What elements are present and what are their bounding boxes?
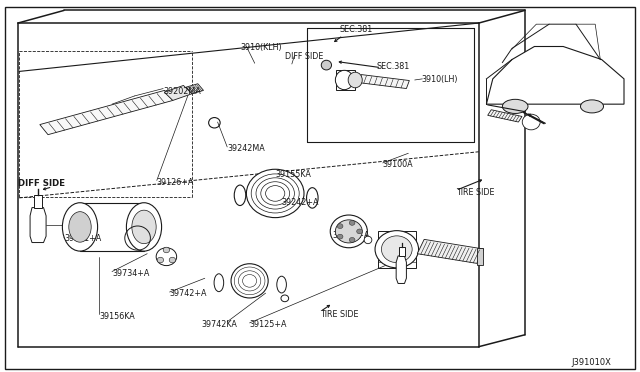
Text: TIRE SIDE: TIRE SIDE bbox=[320, 310, 358, 319]
Ellipse shape bbox=[231, 264, 268, 298]
Ellipse shape bbox=[349, 221, 355, 225]
Text: 39126+A: 39126+A bbox=[157, 178, 194, 187]
Ellipse shape bbox=[375, 231, 419, 268]
Text: J391010X: J391010X bbox=[572, 358, 611, 367]
Polygon shape bbox=[164, 86, 192, 100]
Text: SEC.381: SEC.381 bbox=[376, 62, 410, 71]
Ellipse shape bbox=[337, 224, 343, 228]
Text: 39161+A: 39161+A bbox=[64, 234, 101, 243]
Polygon shape bbox=[378, 231, 416, 268]
Text: DIFF SIDE: DIFF SIDE bbox=[18, 179, 65, 187]
Polygon shape bbox=[40, 90, 173, 135]
Ellipse shape bbox=[69, 212, 92, 242]
Ellipse shape bbox=[156, 248, 177, 266]
Text: 39242+A: 39242+A bbox=[282, 198, 319, 207]
Ellipse shape bbox=[330, 215, 367, 248]
Polygon shape bbox=[30, 208, 46, 243]
Ellipse shape bbox=[335, 220, 362, 243]
Polygon shape bbox=[358, 74, 410, 89]
Text: 39125+A: 39125+A bbox=[250, 320, 287, 329]
Text: 39156KA: 39156KA bbox=[99, 312, 135, 321]
Polygon shape bbox=[488, 110, 522, 122]
Polygon shape bbox=[80, 203, 144, 251]
Polygon shape bbox=[486, 46, 624, 104]
Ellipse shape bbox=[337, 234, 343, 239]
Ellipse shape bbox=[132, 210, 156, 244]
Ellipse shape bbox=[169, 257, 175, 263]
Text: 3910(KLH): 3910(KLH) bbox=[240, 43, 282, 52]
Ellipse shape bbox=[246, 169, 304, 218]
Text: DIFF SIDE: DIFF SIDE bbox=[285, 52, 323, 61]
Ellipse shape bbox=[157, 257, 164, 263]
Ellipse shape bbox=[127, 203, 161, 251]
Polygon shape bbox=[336, 70, 355, 90]
Ellipse shape bbox=[321, 60, 332, 70]
Polygon shape bbox=[417, 239, 484, 263]
Text: 39234+A: 39234+A bbox=[333, 231, 370, 240]
Ellipse shape bbox=[348, 72, 362, 88]
Text: 39742KA: 39742KA bbox=[202, 320, 237, 329]
Text: SEC.381: SEC.381 bbox=[339, 25, 372, 34]
Ellipse shape bbox=[381, 236, 412, 263]
Ellipse shape bbox=[580, 100, 604, 113]
Polygon shape bbox=[186, 84, 204, 94]
Ellipse shape bbox=[502, 99, 528, 113]
Ellipse shape bbox=[349, 237, 355, 242]
Text: 39742+A: 39742+A bbox=[170, 289, 207, 298]
Ellipse shape bbox=[163, 247, 170, 253]
Ellipse shape bbox=[522, 114, 540, 130]
Bar bbox=[479, 12, 631, 183]
Polygon shape bbox=[34, 195, 42, 208]
Text: TIRE SIDE: TIRE SIDE bbox=[456, 188, 494, 197]
Text: 39202MA: 39202MA bbox=[163, 87, 201, 96]
Polygon shape bbox=[477, 248, 483, 265]
Ellipse shape bbox=[364, 236, 372, 244]
Polygon shape bbox=[399, 247, 405, 256]
Ellipse shape bbox=[356, 229, 362, 234]
Text: 39242MA: 39242MA bbox=[227, 144, 265, 153]
Ellipse shape bbox=[335, 70, 353, 90]
Text: 39734+A: 39734+A bbox=[112, 269, 149, 278]
Text: 39100A: 39100A bbox=[383, 160, 413, 169]
Text: 3910(LH): 3910(LH) bbox=[421, 76, 458, 84]
Ellipse shape bbox=[63, 203, 97, 251]
Polygon shape bbox=[396, 256, 406, 283]
Text: 39155KA: 39155KA bbox=[275, 170, 311, 179]
